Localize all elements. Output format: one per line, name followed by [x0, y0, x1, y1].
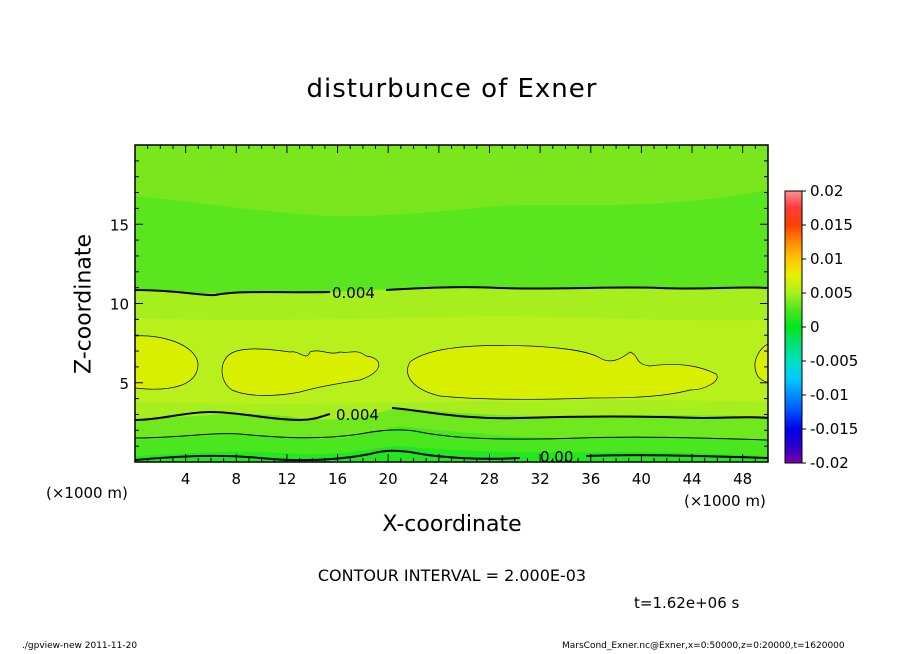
x-axis: 4 8 12 16 20 24 28 32 36 40 44 48	[147, 145, 756, 488]
x-tick-label: 28	[480, 470, 499, 488]
y-tick-label: 15	[110, 216, 129, 234]
x-tick-label: 40	[632, 470, 651, 488]
contour-label: 0.004	[332, 284, 375, 302]
colorbar-tick-label: 0.005	[810, 284, 853, 302]
footer-right: MarsCond_Exner.nc@Exner,x=0:50000,z=0:20…	[562, 641, 845, 651]
heatmap-fill	[135, 145, 768, 462]
blob-center-right	[407, 345, 718, 400]
colorbar-tick-label: 0.015	[810, 216, 853, 234]
contour-line-0000	[135, 449, 768, 462]
contour-line-0002	[135, 429, 768, 441]
contour-line-0004-upper	[135, 286, 768, 297]
colorbar-tick-label: 0	[810, 318, 820, 336]
y-axis-label: Z-coordinate	[71, 234, 97, 374]
colorbar-ticks: 0.02 0.015 0.01 0.005 0 -0.005 -0.01 -0.015 -0.0…	[802, 182, 858, 472]
chart-title: disturbunce of Exner	[306, 74, 598, 104]
colorbar-tick-label: 0.02	[810, 182, 843, 200]
x-unit-label-right: (×1000 m)	[684, 492, 766, 510]
x-unit-label-left: (×1000 m)	[46, 484, 128, 502]
colorbar-tick-label: -0.01	[810, 386, 849, 404]
x-tick-label: 4	[181, 470, 191, 488]
x-tick-label: 32	[531, 470, 550, 488]
x-tick-label: 20	[379, 470, 398, 488]
colorbar-tick-label: -0.02	[810, 454, 849, 472]
footer-left: ./gpview-new 2011-11-20	[22, 641, 138, 651]
x-tick-label: 44	[682, 470, 701, 488]
contour-interval: CONTOUR INTERVAL = 2.000E-03	[317, 566, 587, 585]
y-tick-label: 5	[119, 375, 129, 393]
layer-upper-mid	[135, 190, 768, 300]
colorbar-tick-label: -0.015	[810, 420, 858, 438]
contour-line-0004-lower	[135, 407, 768, 422]
contour-label: 0.00	[540, 448, 573, 466]
x-tick-label: 36	[581, 470, 600, 488]
time-label: t=1.62e+06 s	[634, 594, 740, 612]
colorbar-tick-label: 0.01	[810, 250, 843, 268]
blob-left	[135, 335, 199, 390]
blob-center-left	[221, 348, 380, 396]
x-axis-label: X-coordinate	[382, 512, 522, 537]
colorbar	[784, 190, 803, 464]
x-tick-label: 24	[429, 470, 448, 488]
x-tick-label: 8	[232, 470, 242, 488]
contour-label: 0.004	[336, 406, 379, 424]
colorbar-tick-label: -0.005	[810, 352, 858, 370]
x-tick-label: 16	[328, 470, 347, 488]
x-tick-label: 48	[733, 470, 752, 488]
x-tick-label: 12	[277, 470, 296, 488]
layer-lower-3	[135, 446, 768, 462]
blob-right-edge	[754, 343, 768, 383]
y-tick-label: 10	[110, 296, 129, 314]
y-axis: 5 10 15	[110, 160, 768, 447]
